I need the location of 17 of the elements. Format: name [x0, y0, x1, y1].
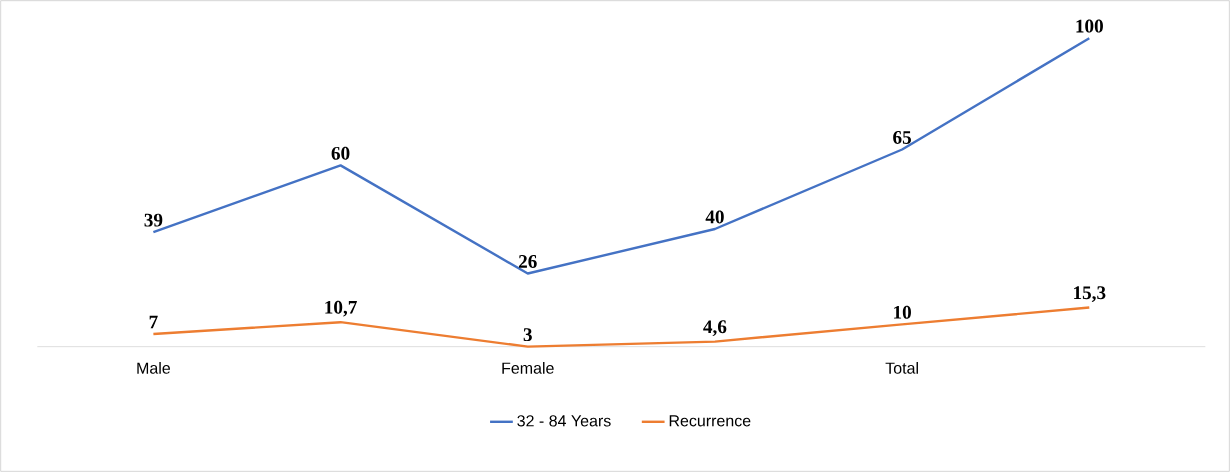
data-label: 100 [1076, 19, 1103, 33]
data-label: 26 [518, 255, 537, 268]
data-label: 40 [705, 210, 724, 224]
data-label: 39 [144, 213, 163, 227]
data-label: 7 [149, 315, 158, 329]
data-label: 4,6 [703, 320, 727, 336]
x-tick-label: Male [137, 362, 170, 374]
data-label: 65 [893, 130, 911, 144]
data-label: 10 [894, 305, 911, 319]
data-label: 3 [523, 328, 532, 342]
x-tick-label: Female [502, 362, 554, 374]
legend-label: Recurrence [669, 415, 751, 427]
legend-label: 32 - 84 Years [517, 415, 611, 427]
data-label: 15,3 [1074, 286, 1106, 302]
data-label: 10,7 [325, 300, 357, 317]
data-label: 60 [331, 146, 350, 160]
x-tick-label: Total [885, 362, 918, 374]
